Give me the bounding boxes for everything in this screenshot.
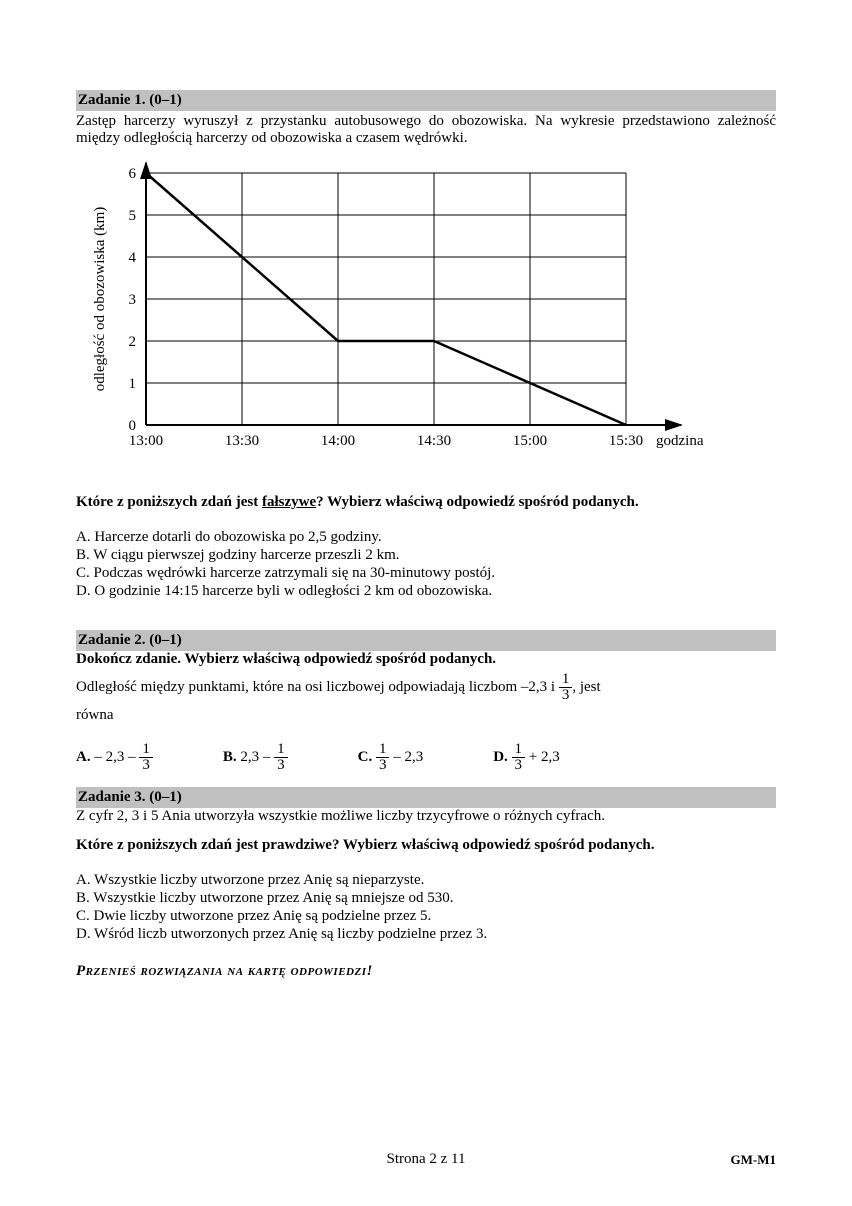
opt-b-pre: 2,3 – [240,749,274,765]
task2-line2: równa [76,707,776,724]
svg-text:14:30: 14:30 [417,433,451,449]
task1-answer-c[interactable]: C. Podczas wędrówki harcerze zatrzymali … [76,565,776,582]
opt-a-label: A. [76,749,91,765]
fraction-icon: 13 [139,742,153,773]
task3-intro: Z cyfr 2, 3 i 5 Ania utworzyła wszystkie… [76,808,776,825]
svg-text:3: 3 [129,292,137,308]
exam-page: Zadanie 1. (0–1) Zastęp harcerzy wyruszy… [0,0,852,1206]
opt-b-label: B. [223,749,237,765]
task2-header: Zadanie 2. (0–1) [76,630,776,651]
svg-text:14:00: 14:00 [321,433,355,449]
task3-answer-d-text: D. Wśród liczb utworzonych przez Anię są… [76,926,487,942]
frac-num: 1 [376,742,390,758]
opt-a-pre: – 2,3 – [94,749,139,765]
svg-text:15:30: 15:30 [609,433,643,449]
task1-intro: Zastęp harcerzy wyruszył z przystanku au… [76,113,776,147]
task1-answer-a[interactable]: A. Harcerze dotarli do obozowiska po 2,5… [76,529,776,546]
frac-num: 1 [512,742,526,758]
svg-text:6: 6 [129,166,137,182]
task1-answer-b-text: B. W ciągu pierwszej godziny harcerze pr… [76,547,400,563]
task1-answer-b[interactable]: B. W ciągu pierwszej godziny harcerze pr… [76,547,776,564]
task1-header-text: Zadanie 1. (0–1) [78,92,182,108]
task3-question: Które z poniższych zdań jest prawdziwe? … [76,837,776,854]
opt-d-label: D. [493,749,508,765]
task3-answers: A. Wszystkie liczby utworzone przez Anię… [76,872,776,943]
frac-num: 1 [274,742,288,758]
task1-q-word: fałszywe [262,494,316,510]
task3-answer-c[interactable]: C. Dwie liczby utworzone przez Anię są p… [76,908,776,925]
svg-text:4: 4 [129,250,137,266]
fraction-icon: 13 [274,742,288,773]
task2-line1: Odległość między punktami, które na osi … [76,672,776,703]
svg-text:13:30: 13:30 [225,433,259,449]
fraction-icon: 13 [512,742,526,773]
opt-c-label: C. [358,749,373,765]
task1-answers: A. Harcerze dotarli do obozowiska po 2,5… [76,529,776,600]
svg-text:godzina: godzina [656,433,704,449]
task1-header: Zadanie 1. (0–1) [76,90,776,111]
task2-line1-post: , jest [572,679,600,695]
task2-header-text: Zadanie 2. (0–1) [78,632,182,648]
task2-prompt: Dokończ zdanie. Wybierz właściwą odpowie… [76,651,776,668]
svg-text:13:00: 13:00 [129,433,163,449]
task1-answer-a-text: A. Harcerze dotarli do obozowiska po 2,5… [76,529,382,545]
opt-c-post: – 2,3 [389,749,423,765]
svg-text:1: 1 [129,376,137,392]
fraction-icon: 13 [559,672,573,703]
task3-answer-a-text: A. Wszystkie liczby utworzone przez Anię… [76,872,424,888]
frac-den: 3 [139,758,153,773]
opt-d-post: + 2,3 [525,749,560,765]
task1-question: Które z poniższych zdań jest fałszywe? W… [76,494,776,511]
task1-answer-d[interactable]: D. O godzinie 14:15 harcerze byli w odle… [76,583,776,600]
task2-option-d[interactable]: D. 13 + 2,3 [493,742,560,773]
task1-chart: 0 1 2 3 4 5 6 13:00 13:30 14:00 14:30 15:00 15:30 god… [76,161,776,486]
svg-text:15:00: 15:00 [513,433,547,449]
transfer-note: Przenieś rozwiązania na kartę odpowiedzi… [76,963,776,980]
task2-option-b[interactable]: B. 2,3 – 13 [223,742,288,773]
task3-answer-b-text: B. Wszystkie liczby utworzone przez Anię… [76,890,454,906]
task2-option-a[interactable]: A. – 2,3 – 13 [76,742,153,773]
task3-answer-a[interactable]: A. Wszystkie liczby utworzone przez Anię… [76,872,776,889]
task1-q-post: ? Wybierz właściwą odpowiedź spośród pod… [316,494,639,510]
task2-options: A. – 2,3 – 13 B. 2,3 – 13 C. 13 – 2,3 D.… [76,742,776,773]
line-chart-svg: 0 1 2 3 4 5 6 13:00 13:30 14:00 14:30 15:00 15:30 god… [76,161,716,481]
task3-answer-d[interactable]: D. Wśród liczb utworzonych przez Anię są… [76,926,776,943]
frac-den: 3 [376,758,390,773]
page-footer: Strona 2 z 11 GM-M1 [76,1151,776,1168]
task1-answer-d-text: D. O godzinie 14:15 harcerze byli w odle… [76,583,492,599]
svg-text:2: 2 [129,334,137,350]
frac-den: 3 [512,758,526,773]
footer-code: GM-M1 [731,1152,776,1168]
task2-line1-pre: Odległość między punktami, które na osi … [76,679,559,695]
frac-num: 1 [139,742,153,758]
svg-text:5: 5 [129,208,137,224]
task1-answer-c-text: C. Podczas wędrówki harcerze zatrzymali … [76,565,495,581]
svg-text:odległość od obozowiska (km): odległość od obozowiska (km) [92,207,108,392]
frac-den: 3 [274,758,288,773]
task3-header-text: Zadanie 3. (0–1) [78,789,182,805]
task2-option-c[interactable]: C. 13 – 2,3 [358,742,424,773]
task3-answer-c-text: C. Dwie liczby utworzone przez Anię są p… [76,908,431,924]
task3-header: Zadanie 3. (0–1) [76,787,776,808]
footer-page-number: Strona 2 z 11 [76,1151,776,1168]
task1-q-pre: Które z poniższych zdań jest [76,494,262,510]
frac-num: 1 [559,672,573,688]
frac-den: 3 [559,688,573,703]
task3-answer-b[interactable]: B. Wszystkie liczby utworzone przez Anię… [76,890,776,907]
svg-text:0: 0 [129,418,137,434]
fraction-icon: 13 [376,742,390,773]
